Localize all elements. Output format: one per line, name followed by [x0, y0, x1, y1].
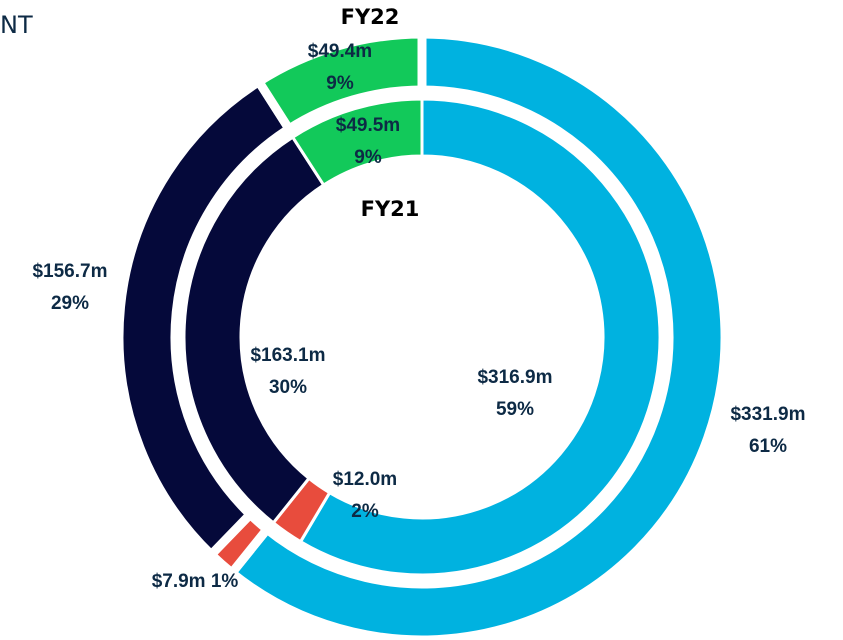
donut-segment: [252, 29, 427, 136]
data-label: $7.9m 1%: [152, 571, 239, 592]
chart-title: NT: [0, 11, 33, 39]
donut-segment: [182, 135, 326, 525]
donut-segment: [225, 29, 730, 640]
donut-segment: [290, 97, 424, 188]
value-label: $163.1m: [250, 345, 325, 366]
percent-label: 29%: [51, 293, 89, 314]
value-label: $316.9m: [477, 367, 552, 388]
percent-label: 59%: [496, 399, 534, 420]
value-label: $156.7m: [32, 261, 107, 282]
value-label: $7.9m: [152, 571, 206, 592]
percent-label: 61%: [749, 436, 787, 457]
percent-label: 1%: [211, 571, 239, 592]
donut-segment: [298, 97, 662, 577]
value-label: $331.9m: [730, 404, 805, 425]
percent-label: 9%: [354, 147, 382, 168]
percent-label: 30%: [269, 377, 307, 398]
value-label: $12.0m: [333, 469, 397, 490]
percent-label: 2%: [351, 501, 379, 522]
ring-label: FY22: [341, 5, 400, 29]
ring-label: FY21: [361, 197, 420, 221]
value-label: $49.5m: [336, 115, 400, 136]
percent-label: 9%: [326, 73, 354, 94]
value-label: $49.4m: [308, 41, 372, 62]
